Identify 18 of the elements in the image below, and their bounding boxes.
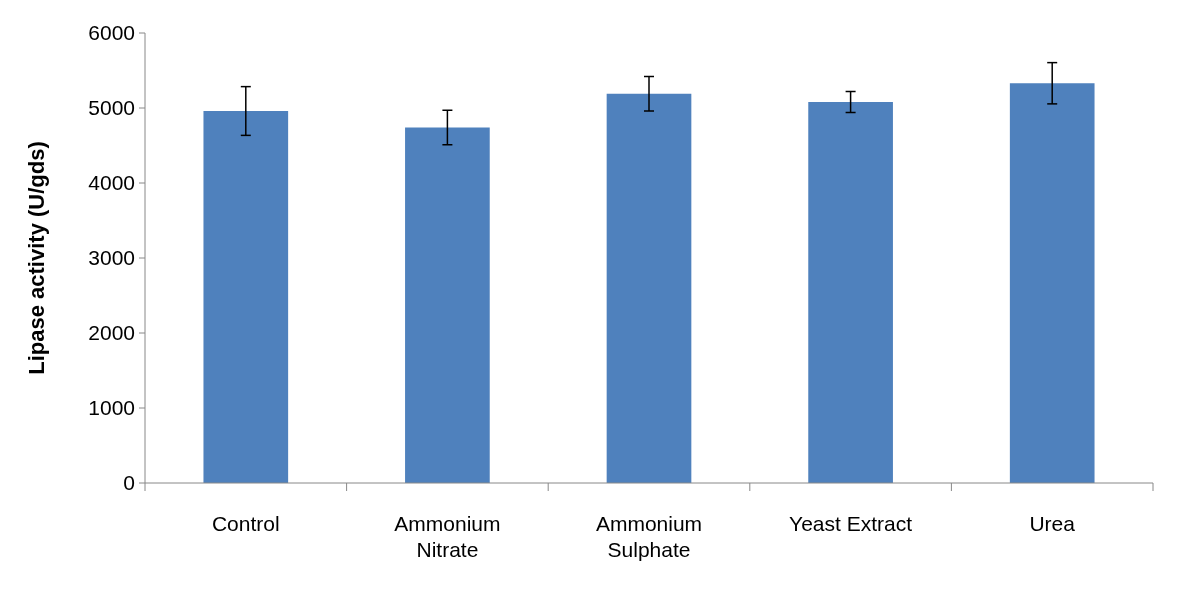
bar [405, 127, 490, 483]
y-tick-label: 2000 [88, 321, 135, 345]
y-tick-label: 0 [123, 471, 135, 495]
bar [203, 111, 289, 483]
x-tick-label: Yeast Extract [789, 512, 913, 535]
bar [606, 93, 692, 483]
y-axis-title: Lipase activity (U/gds) [24, 141, 49, 375]
bar [1009, 83, 1095, 483]
x-tick-label: Control [211, 512, 280, 535]
y-tick-label: 3000 [88, 246, 135, 270]
y-tick-label: 1000 [88, 396, 135, 420]
x-tick-label: Urea [1029, 512, 1076, 535]
y-tick-label: 6000 [88, 21, 135, 45]
x-tick-label: Ammonium Sulphate [595, 512, 703, 561]
x-tick-label: Ammonium Nitrate [394, 512, 501, 561]
y-tick-label: 5000 [88, 96, 135, 120]
y-tick-label: 4000 [88, 171, 135, 195]
bar [808, 102, 893, 483]
